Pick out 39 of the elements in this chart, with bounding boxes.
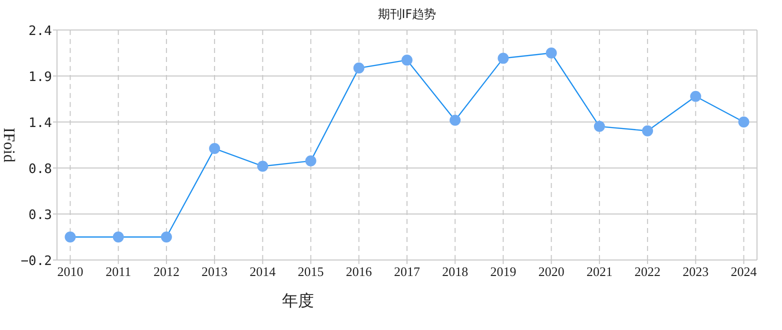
y-tick-label: 1.9 [28,70,52,85]
point [450,114,461,126]
x-tick-label: 2011 [106,264,132,279]
point [546,48,557,58]
point [690,90,702,102]
x-axis-title: 年度 [282,292,314,310]
chart-title: 期刊IF趋势 [378,7,436,21]
point [738,116,750,128]
point [112,232,124,242]
x-tick-label: 2019 [490,264,516,279]
x-tick-label: 2013 [202,264,228,279]
y-tick-label: 1.4 [28,116,52,131]
y-tick-label: 0.8 [28,162,52,177]
x-tick-label: 2012 [153,264,180,279]
y-tick-label: −0.2 [20,254,52,269]
y-tick-label: 2.4 [28,24,52,39]
x-tick-label: 2017 [394,264,420,279]
y-tick-label: 0.3 [28,208,52,223]
point [305,155,316,166]
x-tick-label: 2021 [586,264,612,279]
point [160,232,172,242]
x-tick-label: 2015 [298,264,324,279]
x-tick-label: 2014 [250,264,276,279]
x-tick-label: 2018 [442,264,468,279]
point [353,62,364,74]
point [64,232,76,242]
y-axis-title: IFoid [0,128,17,162]
x-tick-label: 2023 [682,264,709,279]
x-tick-label: 2016 [346,264,372,279]
point [209,143,220,154]
point [402,54,412,66]
x-tick-label: 2022 [634,264,661,279]
point [257,160,268,172]
point [594,120,605,132]
x-tick-label: 2024 [730,264,758,279]
point [642,125,654,136]
x-tick-label: 2010 [57,264,84,279]
point [498,52,509,64]
x-tick-label: 2020 [538,264,564,279]
